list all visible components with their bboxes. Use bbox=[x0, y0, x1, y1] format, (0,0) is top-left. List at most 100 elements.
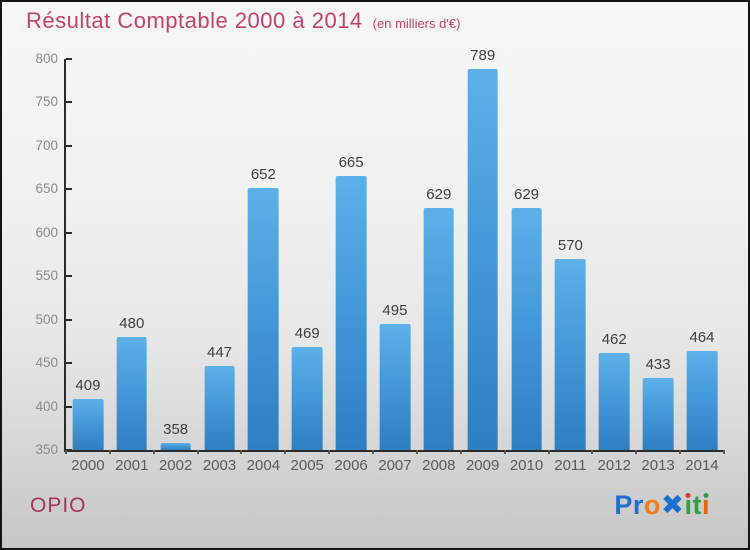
y-axis-tick bbox=[66, 58, 72, 60]
bar-slot: 629 2008 bbox=[417, 59, 461, 474]
y-axis-tick-label: 700 bbox=[35, 137, 58, 153]
proxiti-x-icon: ✖ bbox=[660, 489, 685, 520]
bar-2004 bbox=[248, 187, 279, 450]
bar-2008 bbox=[423, 207, 455, 450]
plot-area: 409 2000 480 2001 358 2002 447 2003 652 2004 469 20… bbox=[35, 47, 725, 474]
bar-value-label: 464 bbox=[689, 328, 715, 346]
x-axis-label: 2007 bbox=[378, 457, 412, 474]
y-axis-tick-label: 650 bbox=[35, 181, 58, 197]
bar-slot: 433 2013 bbox=[636, 59, 680, 474]
bar-slot: 480 2001 bbox=[110, 59, 154, 474]
x-axis-label: 2012 bbox=[597, 457, 631, 474]
bar-2005 bbox=[291, 346, 323, 450]
bar-value-label: 495 bbox=[382, 302, 408, 320]
logo-letter-dot bbox=[685, 493, 691, 498]
bar-slot: 789 2009 bbox=[461, 47, 505, 474]
bar-2009 bbox=[467, 68, 498, 450]
x-axis-tick bbox=[240, 450, 243, 454]
bar-slot: 409 2000 bbox=[66, 59, 110, 474]
bar-slot: 464 2014 bbox=[680, 59, 724, 474]
x-axis-tick bbox=[328, 450, 331, 454]
logo-letter: o bbox=[643, 490, 661, 520]
bar-2013 bbox=[642, 377, 674, 450]
x-axis-tick bbox=[152, 450, 155, 454]
x-axis-label: 2013 bbox=[641, 457, 675, 474]
bar-2007 bbox=[379, 324, 411, 450]
y-axis-tick bbox=[66, 405, 72, 408]
x-axis-tick bbox=[635, 450, 638, 454]
y-axis-tick bbox=[66, 231, 72, 234]
bar-value-label: 629 bbox=[514, 185, 540, 203]
chart-header: Résultat Comptable 2000 à 2014 (en milli… bbox=[26, 8, 460, 34]
x-axis-tick bbox=[196, 450, 199, 454]
logo-letter: r bbox=[632, 490, 644, 520]
bar-value-label: 462 bbox=[601, 330, 627, 348]
logo-letter: t bbox=[692, 490, 702, 520]
x-axis-tick bbox=[372, 450, 375, 454]
bars-row: 409 2000 480 2001 358 2002 447 2003 652 2004 469 20… bbox=[66, 47, 724, 474]
y-axis-tick-label: 400 bbox=[35, 398, 58, 414]
x-axis-label: 2004 bbox=[246, 457, 281, 474]
bar-value-label: 629 bbox=[426, 185, 452, 203]
bar-value-label: 433 bbox=[645, 355, 671, 373]
x-axis-label: 2014 bbox=[685, 457, 719, 474]
y-axis-tick bbox=[66, 144, 72, 147]
x-axis-tick bbox=[679, 450, 682, 454]
x-axis-tick bbox=[723, 450, 725, 454]
bar-value-label: 358 bbox=[163, 421, 189, 439]
bar-value-label: 665 bbox=[338, 154, 364, 172]
y-axis-tick bbox=[66, 362, 72, 365]
x-axis-label: 2001 bbox=[115, 457, 149, 474]
chart-title: Résultat Comptable 2000 à 2014 bbox=[26, 8, 363, 33]
logo-letter: ı bbox=[684, 490, 693, 520]
bar-2006 bbox=[335, 176, 367, 450]
y-axis-tick bbox=[66, 449, 72, 451]
y-axis-tick-label: 550 bbox=[35, 268, 58, 284]
bar-slot: 462 2012 bbox=[592, 59, 636, 474]
bar-2001 bbox=[116, 337, 148, 450]
bar-2003 bbox=[204, 365, 235, 450]
bar-slot: 570 2011 bbox=[548, 59, 592, 474]
bar-value-label: 652 bbox=[250, 165, 276, 183]
bar-2000 bbox=[72, 398, 104, 450]
y-axis-tick-label: 450 bbox=[35, 355, 58, 371]
bar-slot: 495 2007 bbox=[373, 59, 417, 474]
bar-slot: 629 2010 bbox=[505, 59, 549, 474]
x-axis-tick bbox=[459, 450, 462, 454]
bar-2002 bbox=[160, 443, 191, 450]
x-axis-label: 2009 bbox=[465, 457, 500, 474]
y-axis-tick-label: 600 bbox=[35, 224, 58, 240]
y-axis-tick bbox=[66, 318, 72, 321]
bar-value-label: 469 bbox=[294, 324, 320, 342]
bar-value-label: 570 bbox=[557, 236, 583, 254]
y-axis-tick-label: 500 bbox=[35, 311, 58, 327]
y-axis-tick bbox=[66, 101, 72, 104]
x-axis-label: 2003 bbox=[202, 457, 237, 474]
bar-slot: 469 2005 bbox=[285, 59, 329, 474]
logo-letter: P bbox=[614, 490, 633, 520]
y-axis-tick-label: 350 bbox=[35, 442, 58, 457]
x-axis-label: 2002 bbox=[158, 457, 193, 474]
bar-2010 bbox=[511, 207, 542, 450]
bar-2011 bbox=[555, 258, 586, 450]
bar-2012 bbox=[598, 352, 630, 450]
x-axis-tick bbox=[591, 450, 594, 454]
bar-value-label: 447 bbox=[206, 343, 233, 361]
bar-slot: 652 2004 bbox=[241, 59, 285, 474]
x-axis-label: 2010 bbox=[509, 457, 544, 474]
x-axis-tick bbox=[108, 450, 111, 454]
logo-letter: ı bbox=[701, 490, 710, 520]
y-axis-tick bbox=[66, 275, 72, 278]
x-axis-label: 2000 bbox=[71, 457, 105, 474]
x-axis-tick bbox=[547, 450, 550, 454]
bar-value-label: 480 bbox=[119, 315, 145, 333]
x-axis-label: 2006 bbox=[334, 457, 368, 474]
x-axis-label: 2008 bbox=[422, 457, 456, 474]
bar-slot: 447 2003 bbox=[198, 59, 242, 474]
x-axis-label: 2011 bbox=[554, 457, 587, 474]
x-axis-tick bbox=[65, 450, 67, 454]
x-axis-label: 2005 bbox=[290, 457, 324, 474]
y-axis-tick bbox=[66, 188, 72, 191]
proxiti-logo[interactable]: Pro✖ı tı bbox=[614, 489, 710, 521]
